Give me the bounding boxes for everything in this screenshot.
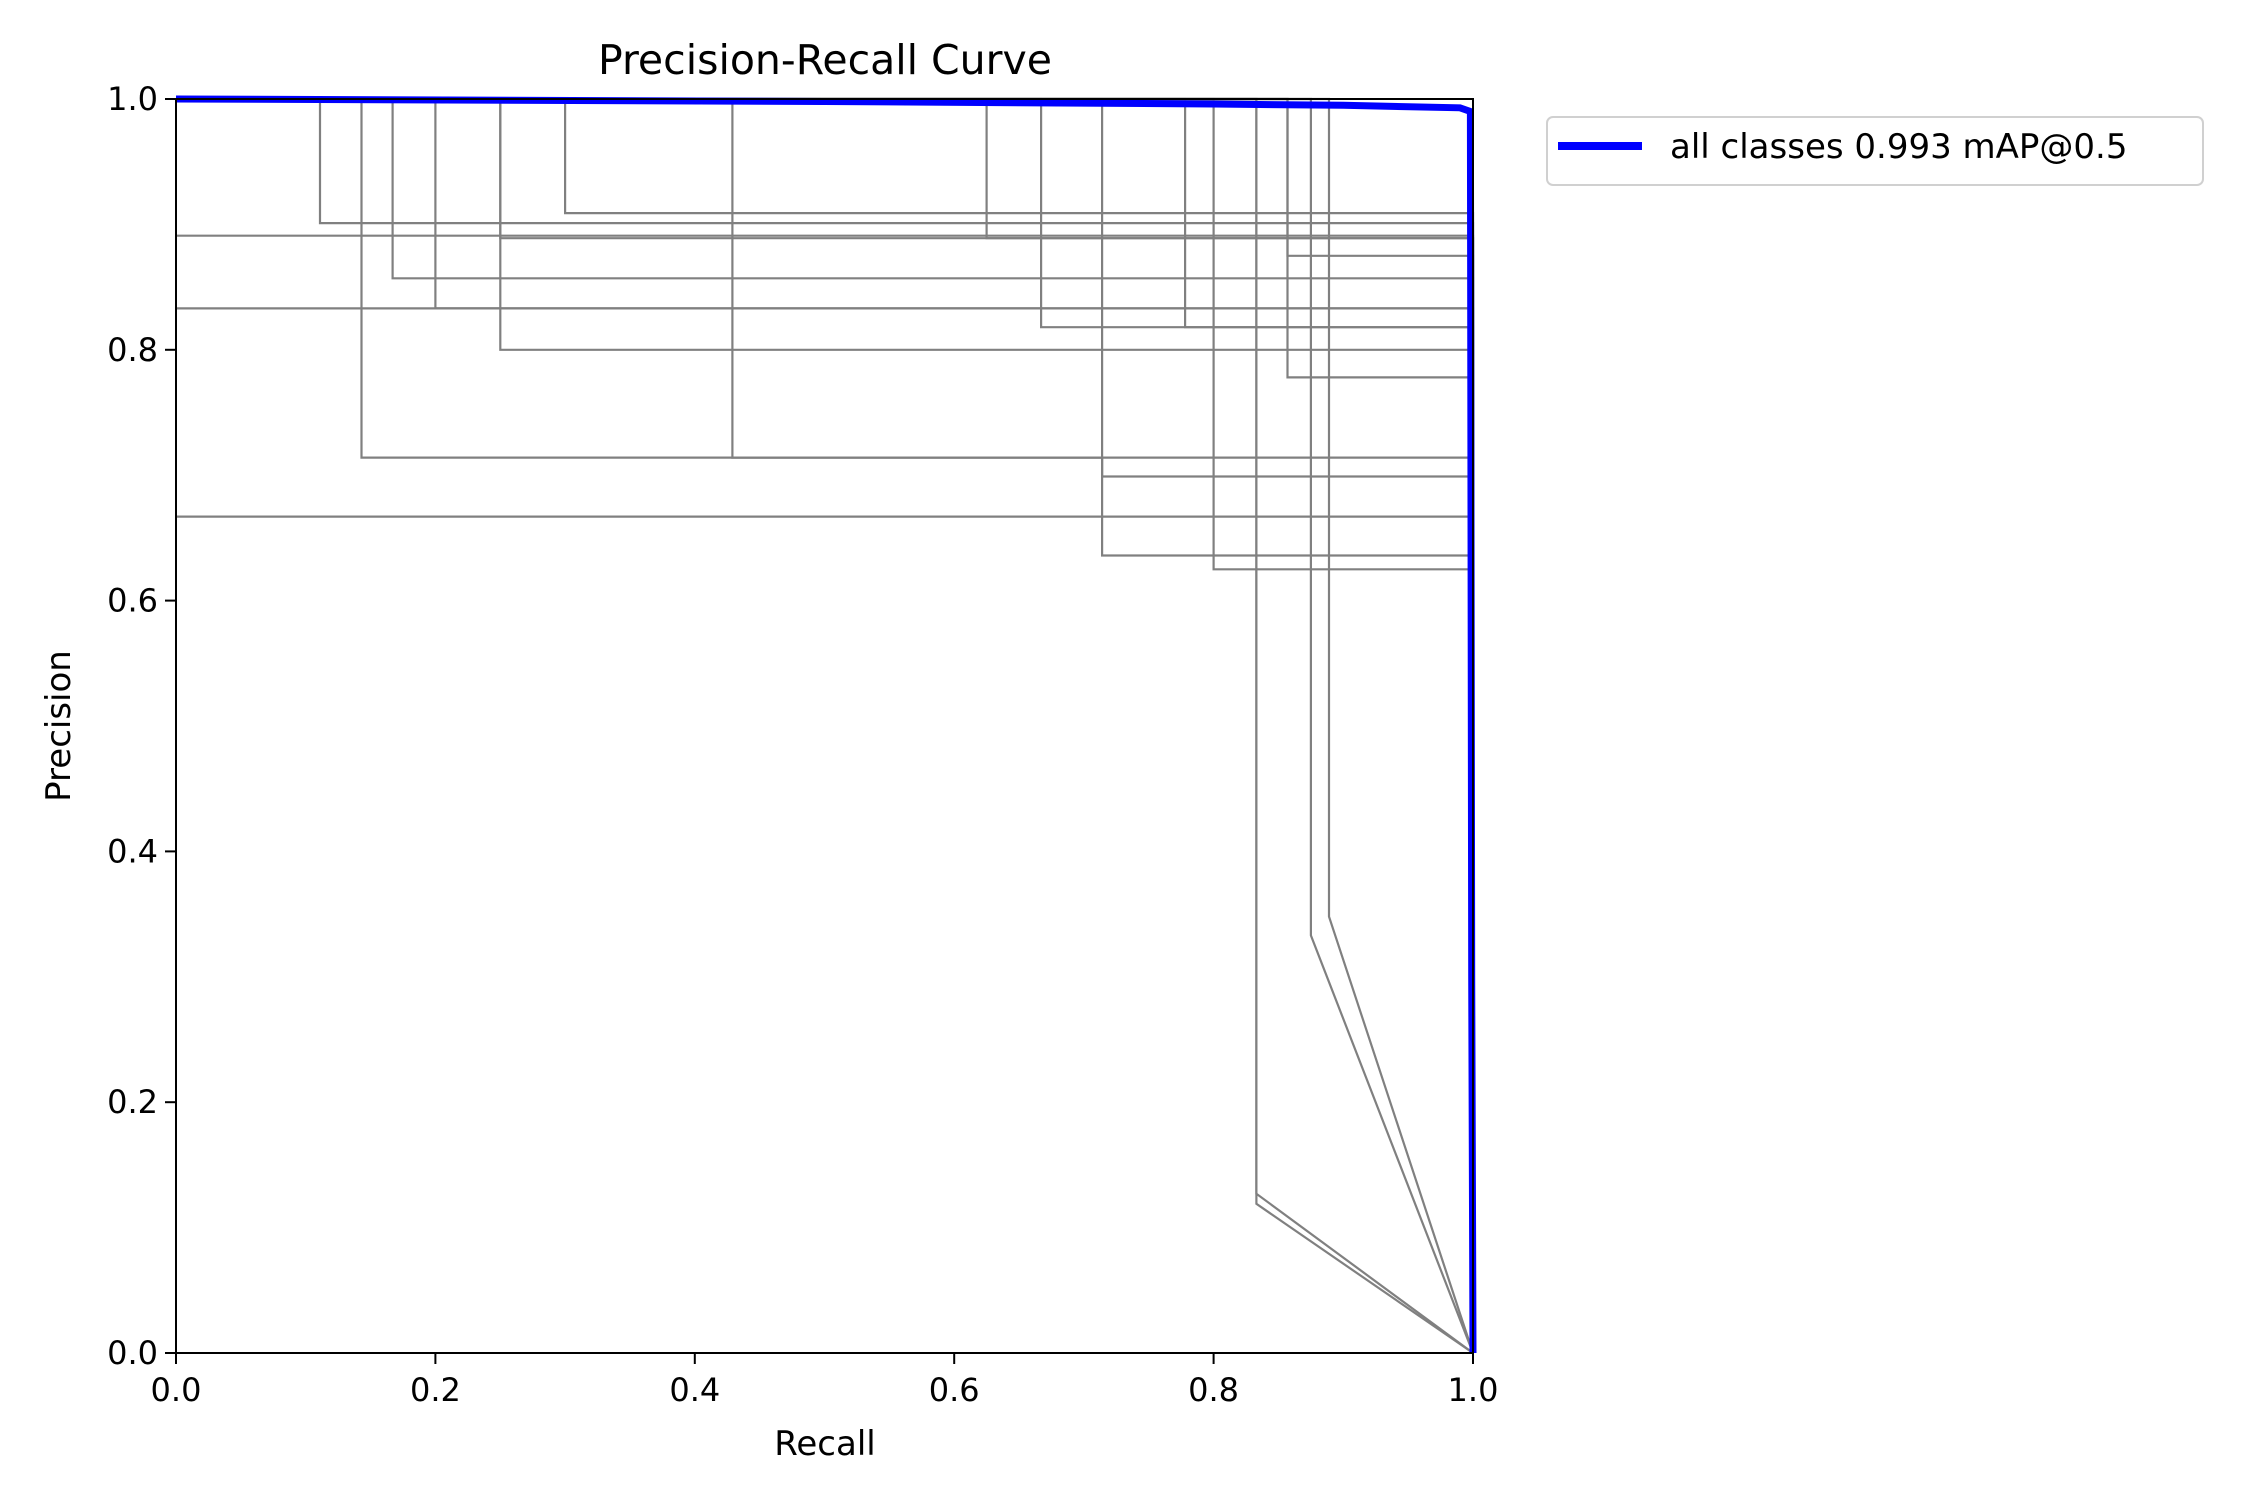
x-tick-label: 0.2 [410, 1371, 461, 1409]
y-tick-label: 0.2 [107, 1083, 158, 1121]
all-classes-curve-group [175, 95, 1477, 1354]
legend: all classes 0.993 mAP@0.5 [1546, 116, 2204, 186]
x-tick-label: 0.6 [929, 1371, 980, 1409]
x-tick-label: 0.0 [151, 1371, 202, 1409]
y-tick-label: 1.0 [107, 80, 158, 118]
plot-frame [175, 98, 1474, 1354]
x-axis-ticks: 0.0 0.2 0.4 0.6 0.8 1.0 [151, 1353, 1499, 1409]
y-tick-label: 0.0 [107, 1334, 158, 1372]
x-tick-label: 0.8 [1188, 1371, 1239, 1409]
legend-box [1546, 116, 2204, 186]
y-tick-label: 0.4 [107, 832, 158, 870]
x-tick-label: 0.4 [669, 1371, 720, 1409]
y-axis-ticks: 0.0 0.2 0.4 0.6 0.8 1.0 [107, 80, 176, 1372]
y-tick-label: 0.6 [107, 582, 158, 620]
chart-title: Precision-Recall Curve [598, 36, 1052, 84]
x-axis-label: Recall [774, 1424, 875, 1464]
all-classes-curve [175, 95, 1477, 1354]
plot-area [175, 95, 1477, 1354]
y-tick-label: 0.8 [107, 331, 158, 369]
legend-label-all-classes: all classes 0.993 mAP@0.5 [1670, 127, 2127, 167]
x-tick-label: 1.0 [1448, 1371, 1499, 1409]
y-axis-label: Precision [39, 650, 79, 802]
